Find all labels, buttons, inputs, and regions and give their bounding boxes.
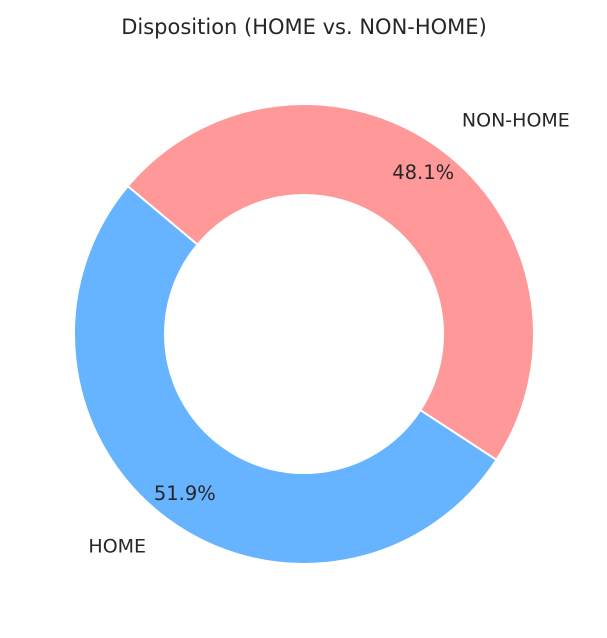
pct-label-home: 51.9% bbox=[154, 482, 216, 505]
labels-group: HOME 51.9% NON-HOME 48.1% bbox=[88, 110, 569, 558]
slice-home bbox=[73, 184, 498, 565]
pct-label-non-home: 48.1% bbox=[392, 161, 454, 184]
chart-title: Disposition (HOME vs. NON-HOME) bbox=[121, 15, 487, 39]
slice-label-home: HOME bbox=[88, 535, 146, 557]
slice-non-home bbox=[126, 103, 535, 462]
slice-label-non-home: NON-HOME bbox=[462, 110, 570, 132]
slices-group bbox=[73, 103, 535, 565]
